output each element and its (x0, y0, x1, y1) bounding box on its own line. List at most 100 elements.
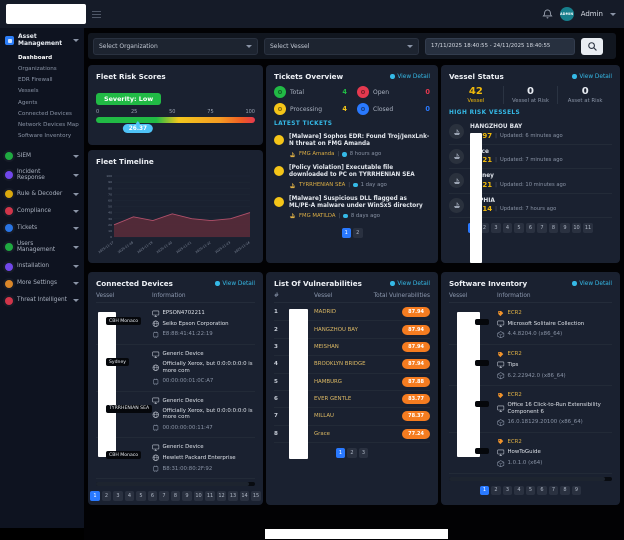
sidebar-group-item[interactable]: More Settings (5, 275, 79, 292)
ticket-list-item[interactable]: [Malware] Sophos EDR: Found Troj/JenxLnk… (274, 131, 430, 162)
page-button[interactable]: 1 (479, 485, 490, 496)
view-detail-link[interactable]: View Detail (572, 74, 612, 80)
page-button[interactable]: 5 (525, 485, 536, 496)
module-icon (5, 262, 13, 271)
page-button[interactable]: 4 (514, 485, 524, 496)
page-button[interactable]: 15 (251, 491, 261, 501)
table-row[interactable]: CBH Monaco Generic Device (96, 438, 255, 480)
sidebar-group-item[interactable]: Installation (5, 258, 79, 275)
page-button[interactable]: 7 (537, 223, 547, 233)
page-button[interactable]: 2 (347, 448, 357, 458)
table-row[interactable]: 3 MEISHAN 87.94 (274, 339, 430, 357)
sidebar-group-item[interactable]: Rule & Decoder (5, 186, 79, 203)
page-button[interactable]: 9 (571, 485, 582, 496)
sidebar-group-item[interactable]: SIEM (5, 148, 79, 165)
page-button[interactable]: 6 (147, 491, 158, 501)
sidebar-submenu-item[interactable]: Agents (18, 99, 38, 106)
page-button[interactable]: 8 (170, 491, 181, 501)
page-button[interactable]: 11 (583, 223, 593, 233)
page-button[interactable]: 2 (353, 228, 363, 238)
search-button[interactable] (581, 37, 603, 55)
user-menu-chevron-down-icon[interactable] (610, 12, 616, 16)
page-button[interactable]: 3 (491, 223, 501, 233)
page-button[interactable]: 1 (341, 228, 351, 238)
table-row[interactable]: Sydney Generic Device (96, 345, 255, 392)
page-button[interactable]: 7 (548, 485, 559, 496)
page-button[interactable]: 10 (193, 491, 204, 501)
page-button[interactable]: 1 (90, 491, 100, 501)
page-button[interactable]: 9 (560, 223, 570, 233)
table-row[interactable]: 1 MADRID 87.94 (274, 304, 430, 322)
software-name: HowToGuide (507, 449, 541, 456)
page-button[interactable]: 3 (502, 485, 513, 496)
date-range-input[interactable]: 17/11/2025 18:40:55 - 24/11/2025 18:40:5… (425, 37, 575, 55)
table-row[interactable]: ECR2 Tips (449, 345, 612, 387)
sidebar-group-item[interactable]: Threat Intelligent (5, 292, 79, 309)
page-button[interactable]: 3 (358, 448, 369, 458)
table-row[interactable]: 2 HANGZHOU BAY 87.94 (274, 321, 430, 339)
table-row[interactable]: ECR2 Office 16 Click-to-Run Extensibilit… (449, 386, 612, 433)
page-button[interactable]: 13 (228, 491, 238, 501)
horizontal-scrollbar[interactable] (96, 482, 255, 487)
page-button[interactable]: 2 (101, 491, 112, 501)
page-button[interactable]: 9 (182, 491, 192, 501)
sidebar-submenu-item[interactable]: Network Devices Map (18, 121, 79, 128)
table-row[interactable]: 7 MILLAU 78.37 (274, 408, 430, 426)
page-button[interactable]: 8 (560, 485, 570, 496)
page-button[interactable]: 4 (502, 223, 513, 233)
ticket-list-item[interactable]: [Policy Violation] Executable file downl… (274, 162, 430, 193)
page-button[interactable]: 6 (537, 485, 547, 496)
page-button[interactable]: 1 (335, 448, 346, 458)
page-button[interactable]: 5 (514, 223, 524, 233)
updated-time: Updated: 6 minutes ago (499, 132, 563, 139)
page-button[interactable]: 7 (159, 491, 169, 501)
device-name: Generic Device (162, 444, 204, 451)
notifications-bell-icon[interactable] (542, 9, 553, 20)
table-row[interactable]: ECR2 HowToGuide (449, 433, 612, 474)
page-button[interactable]: 5 (136, 491, 146, 501)
page-button[interactable]: 10 (571, 223, 582, 233)
sidebar-group-item[interactable]: Users Management (5, 237, 79, 258)
ticket-list-item[interactable]: [Malware] Suspicious DLL flagged as ML/P… (274, 193, 430, 224)
sidebar-toggle-icon[interactable] (92, 9, 101, 18)
sidebar-submenu-item[interactable]: Vessels (18, 88, 39, 95)
page-button[interactable]: 6 (525, 223, 536, 233)
view-detail-link[interactable]: View Detail (390, 74, 430, 80)
sidebar-submenu-item[interactable]: Organizations (18, 65, 57, 72)
page-button[interactable]: 3 (113, 491, 123, 501)
page-button[interactable]: 8 (548, 223, 559, 233)
page-button[interactable]: 11 (205, 491, 215, 501)
table-row[interactable]: 6 EVER GENTLE 83.77 (274, 391, 430, 409)
view-detail-link[interactable]: View Detail (572, 281, 612, 287)
sidebar-group-item[interactable]: Tickets (5, 220, 79, 237)
device-vendor: Hewlett Packard Enterprise (162, 454, 236, 461)
sidebar-submenu-item[interactable]: EDR Firewall (18, 77, 53, 84)
sidebar-group-item[interactable]: Compliance (5, 203, 79, 220)
table-row[interactable]: TYRRHENIAN SEA Generic Device (96, 392, 255, 439)
page-button[interactable]: 2 (491, 485, 501, 496)
table-row[interactable]: 8 Grace 77.24 (274, 426, 430, 443)
avatar[interactable]: ADMIN (559, 7, 574, 21)
view-detail-link[interactable]: View Detail (215, 281, 255, 287)
page-button[interactable]: 2 (479, 223, 490, 233)
horizontal-scrollbar[interactable] (449, 476, 612, 481)
ticket-status-icon (274, 86, 286, 98)
vessel-select[interactable]: Select Vessel (264, 37, 419, 55)
sidebar-submenu-item[interactable]: Connected Devices (18, 110, 72, 117)
sidebar-submenu-item[interactable]: Dashboard (18, 54, 53, 61)
sidebar-group-item[interactable]: Incident Response (5, 165, 79, 186)
sidebar-submenu-item[interactable]: Software Inventory (18, 133, 72, 140)
sidebar-item-asset-management[interactable]: Asset Management (5, 33, 79, 47)
vulnerability-count-pill: 87.94 (402, 341, 430, 352)
page-button[interactable]: 12 (216, 491, 227, 501)
page-button[interactable]: 14 (239, 491, 250, 501)
table-row[interactable]: ECR2 Microsoft Solitaire Collection (449, 304, 612, 346)
table-row[interactable]: CBH Monaco EPSON4702211 (96, 304, 255, 346)
table-row[interactable]: 4 BROOKLYN BRIDGE 87.94 (274, 356, 430, 374)
table-row[interactable]: 5 HAMBURG 87.88 (274, 374, 430, 391)
view-detail-link[interactable]: View Detail (390, 281, 430, 287)
page-button[interactable]: 4 (124, 491, 135, 501)
redaction-block (289, 309, 308, 459)
organization-select[interactable]: Select Organization (93, 37, 258, 55)
